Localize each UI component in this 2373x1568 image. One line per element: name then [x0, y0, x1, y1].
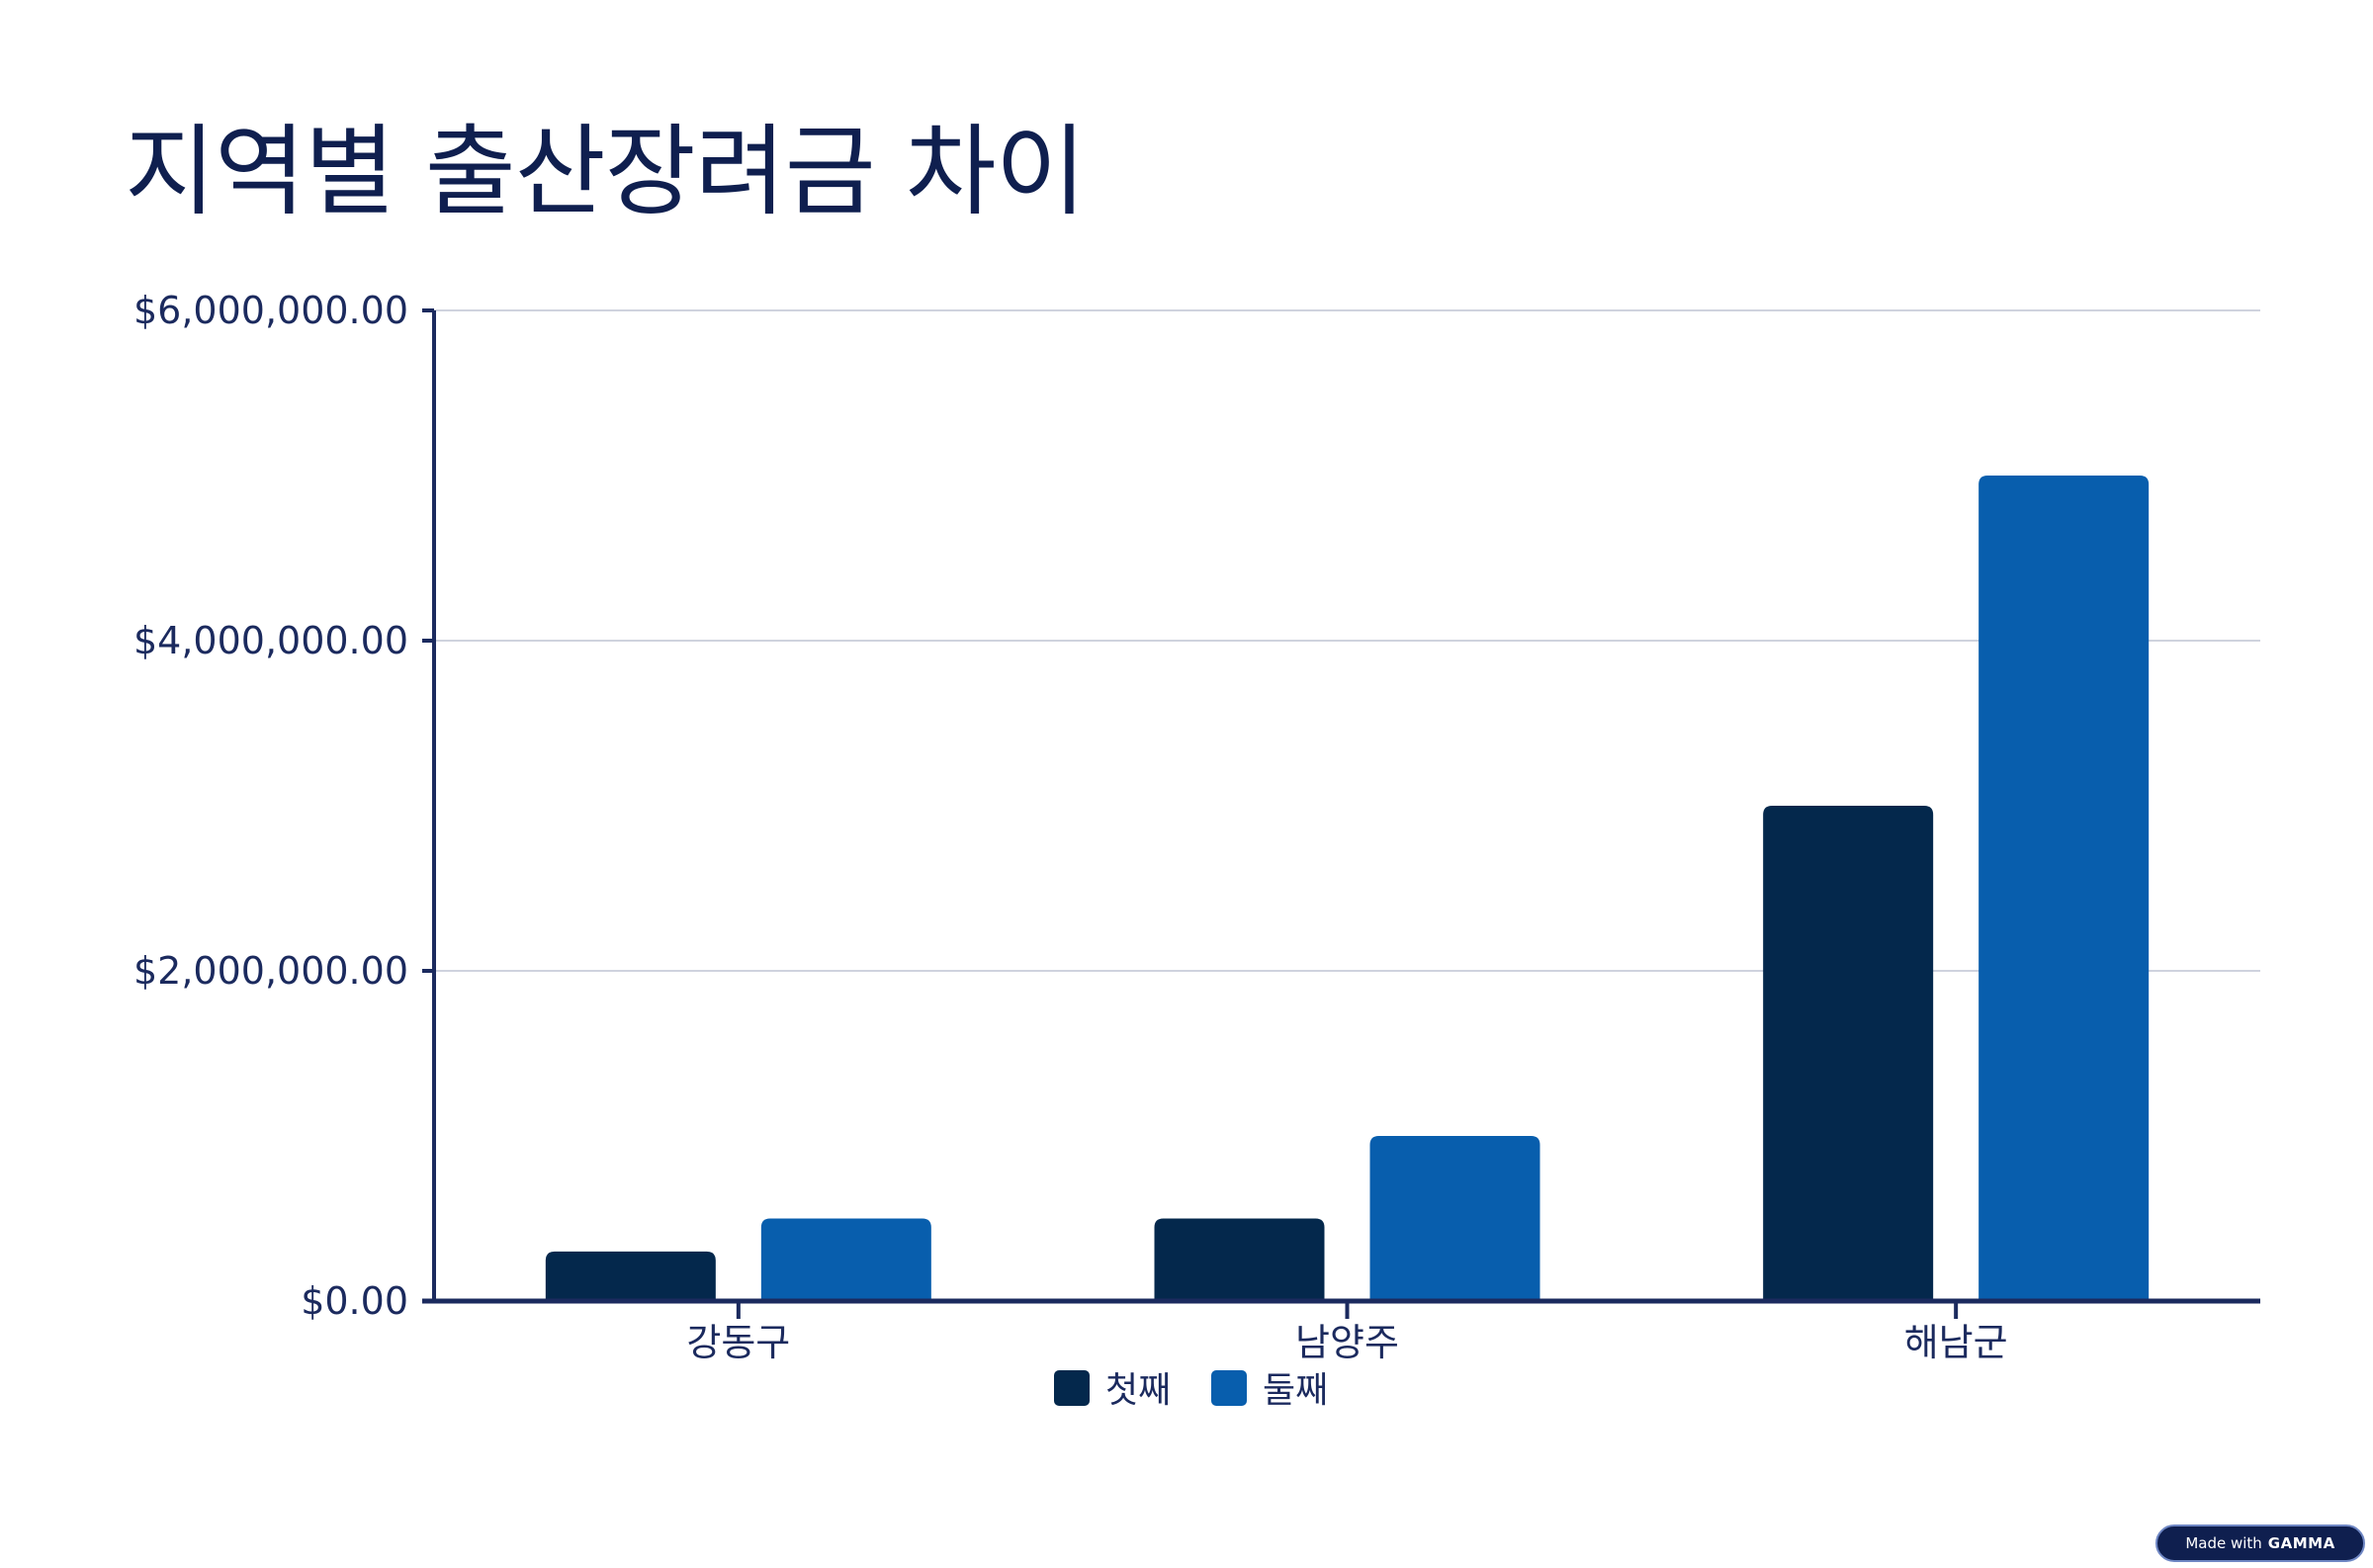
- x-axis-ticks: 강동구 남양주 해남군: [686, 1301, 2008, 1364]
- legend-swatch-second: [1211, 1370, 1247, 1406]
- bar-first-0: [545, 1251, 716, 1301]
- x-tick-label: 강동구: [686, 1321, 790, 1364]
- bar-second-0: [760, 1218, 931, 1301]
- x-tick-label: 해남군: [1904, 1321, 2008, 1364]
- legend-label-second: 둘째: [1263, 1370, 1328, 1411]
- legend-label-first: 첫째: [1105, 1370, 1171, 1411]
- legend: 첫째 둘째: [1054, 1370, 1328, 1411]
- bar-second-1: [1369, 1136, 1540, 1301]
- badge-prefix: Made with: [2185, 1534, 2262, 1552]
- y-tick-label: $2,000,000.00: [133, 949, 408, 993]
- x-tick-label: 남양주: [1295, 1321, 1399, 1364]
- y-tick-label: $4,000,000.00: [133, 619, 408, 662]
- legend-swatch-first: [1054, 1370, 1090, 1406]
- made-with-gamma-badge[interactable]: Made with GAMMA: [2155, 1524, 2365, 1562]
- gamma-logo: GAMMA: [2267, 1534, 2335, 1552]
- y-tick-label: $6,000,000.00: [133, 289, 408, 332]
- y-tick-label: $0.00: [301, 1279, 408, 1323]
- y-axis-ticks: $0.00 $2,000,000.00 $4,000,000.00 $6,000,00…: [133, 289, 434, 1323]
- bar-first-1: [1154, 1218, 1325, 1301]
- bar-first-2: [1763, 806, 1934, 1301]
- bar-second-2: [1978, 476, 2150, 1301]
- bars: [545, 476, 2150, 1301]
- gridlines: [434, 309, 2260, 972]
- page-title: 지역별 출산장려금 차이: [125, 114, 1087, 229]
